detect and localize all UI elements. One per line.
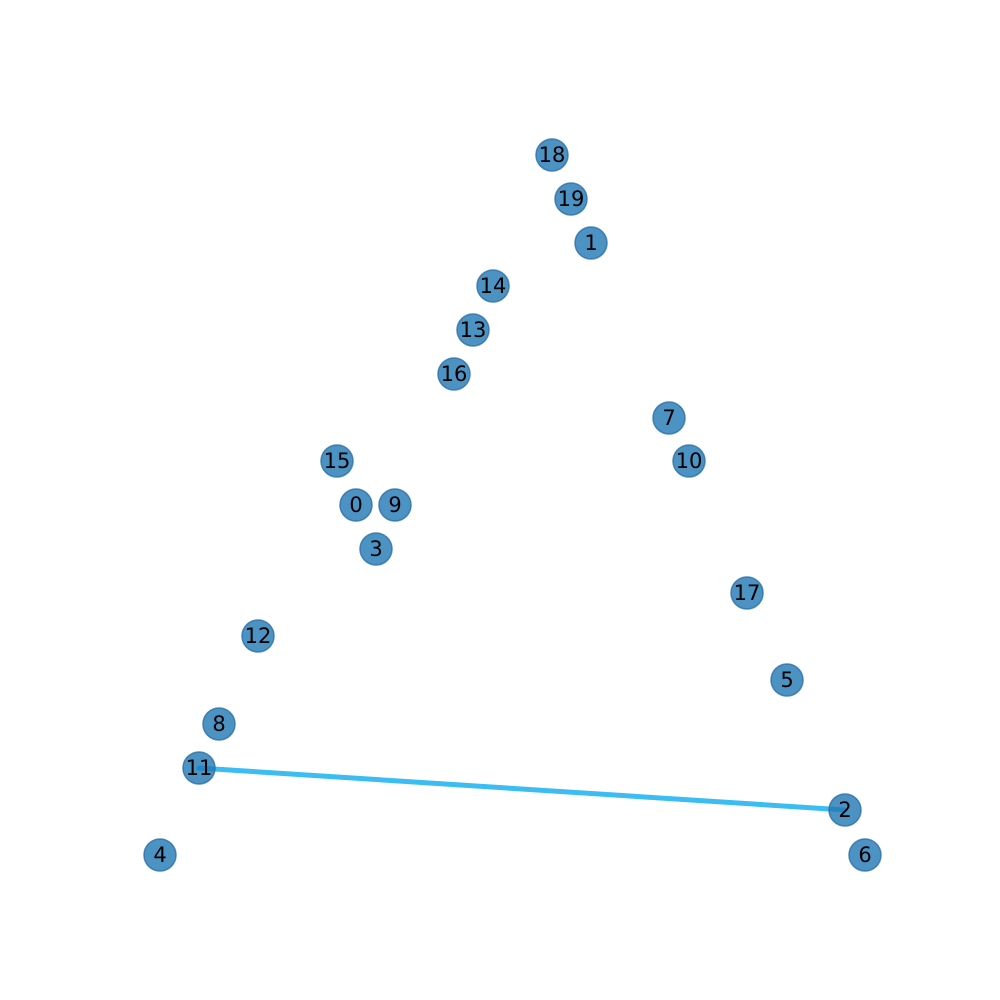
node-8: 8 (202, 707, 236, 741)
node-label: 19 (558, 187, 585, 211)
node-4: 4 (143, 838, 177, 872)
node-2: 2 (828, 793, 862, 827)
node-label: 3 (369, 537, 382, 561)
node-5: 5 (770, 663, 804, 697)
node-circle (143, 838, 177, 872)
node-label: 10 (676, 449, 703, 473)
node-label: 7 (662, 406, 675, 430)
node-1: 1 (574, 226, 608, 260)
node-circle (730, 576, 764, 610)
node-12: 12 (241, 619, 275, 653)
node-circle (437, 357, 471, 391)
node-circle (574, 226, 608, 260)
node-label: 12 (245, 624, 272, 648)
node-label: 17 (734, 581, 761, 605)
node-13: 13 (456, 313, 490, 347)
node-label: 9 (388, 493, 401, 517)
node-label: 2 (838, 798, 851, 822)
node-label: 1 (584, 231, 597, 255)
node-circle (182, 751, 216, 785)
node-3: 3 (359, 532, 393, 566)
node-circle (241, 619, 275, 653)
edge-11-2 (196, 765, 848, 813)
node-circle (672, 444, 706, 478)
node-label: 6 (858, 843, 871, 867)
node-label: 18 (539, 143, 566, 167)
node-9: 9 (378, 488, 412, 522)
node-circle (770, 663, 804, 697)
node-18: 18 (535, 138, 569, 172)
node-label: 4 (153, 843, 166, 867)
node-circle (476, 269, 510, 303)
node-0: 0 (339, 488, 373, 522)
node-circle (359, 532, 393, 566)
node-label: 15 (324, 449, 351, 473)
node-10: 10 (672, 444, 706, 478)
node-circle (828, 793, 862, 827)
node-label: 13 (460, 318, 487, 342)
node-label: 14 (480, 274, 507, 298)
node-19: 19 (554, 182, 588, 216)
node-11: 11 (182, 751, 216, 785)
node-7: 7 (652, 401, 686, 435)
node-6: 6 (848, 838, 882, 872)
node-circle (848, 838, 882, 872)
node-label: 11 (186, 756, 213, 780)
node-circle (339, 488, 373, 522)
node-15: 15 (320, 444, 354, 478)
node-label: 16 (441, 362, 468, 386)
node-circle (456, 313, 490, 347)
node-circle (320, 444, 354, 478)
edges-layer (196, 765, 848, 813)
node-17: 17 (730, 576, 764, 610)
node-label: 0 (349, 493, 362, 517)
node-label: 5 (780, 668, 793, 692)
node-14: 14 (476, 269, 510, 303)
node-circle (554, 182, 588, 216)
node-16: 16 (437, 357, 471, 391)
node-circle (535, 138, 569, 172)
node-circle (202, 707, 236, 741)
node-label: 8 (212, 712, 225, 736)
node-circle (378, 488, 412, 522)
node-circle (652, 401, 686, 435)
